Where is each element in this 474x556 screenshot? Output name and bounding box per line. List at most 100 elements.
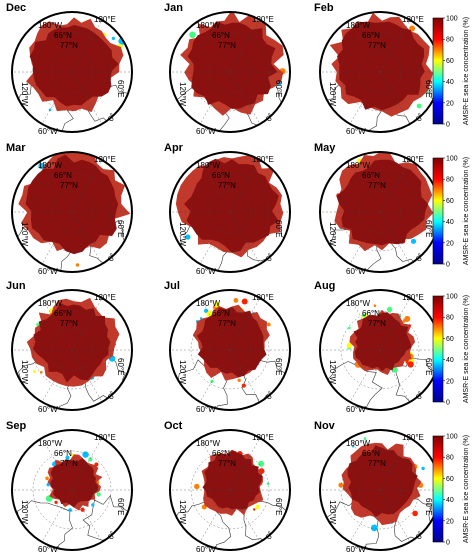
map-label: 120°W [178,360,187,385]
colorbar-tick-label: 0 [446,540,450,547]
map-label: 60°E [116,220,125,237]
map-label: 66°N [54,449,72,458]
panel-month-title: Mar [6,142,26,154]
marginal-ice [410,238,417,244]
meridian [379,211,411,265]
marginal-ice [407,361,414,368]
map-label: 77°N [368,181,386,190]
latitude-circle [340,32,420,112]
meridian [229,211,261,265]
marginal-ice [80,507,85,512]
marginal-ice [391,366,398,373]
meridian [379,159,411,213]
map-label: 120°E [252,15,274,24]
map-label: 120°E [402,293,424,302]
map-boundary [11,11,133,133]
latitude-circle [190,310,270,390]
map-label: 77°N [60,41,78,50]
map-panel-oct: 180°W 120°E 60°E 120°W 60°W 0° 66°N 77°N Oct [158,418,298,556]
pack-ice [196,306,267,378]
map-label: 120°E [94,15,116,24]
meridian [229,19,261,73]
pack-ice [29,25,119,107]
pack-ice [202,450,263,510]
map-boundary [169,429,291,551]
map-label: 60°W [38,545,58,554]
meridian [71,211,103,265]
map-label: 77°N [218,319,236,328]
meridian [229,159,261,213]
marginal-ice [45,476,49,481]
colorbar-tick-label: 0 [446,262,450,269]
marginal-ice [88,457,93,462]
map-label: 180°W [196,161,221,170]
meridian [41,19,73,73]
marginal-ice [111,36,115,41]
colorbar-tick-label: 20 [446,378,454,385]
colorbar-tick-label: 0 [446,400,450,407]
panel-month-title: Jan [164,2,183,14]
colorbar-tick-label: 60 [446,336,454,343]
map-label: 0° [414,252,426,263]
map-panel-aug: 180°W 120°E 60°E 120°W 60°W 0° 66°N 77°N Aug [308,278,448,416]
map-label: 0° [264,530,276,541]
map-label: 77°N [218,41,236,50]
map-label: 180°W [38,299,63,308]
map-label: 60°E [274,80,283,97]
map-panel-mar: 180°W 120°E 60°E 120°W 60°W 0° 66°N 77°N Mar [0,140,140,278]
map-panel-jun: 180°W 120°E 60°E 120°W 60°W 0° 66°N 77°N Jun [0,278,140,416]
map-label: 66°N [212,31,230,40]
map-label: 66°N [212,171,230,180]
latitude-circle [32,32,112,112]
colorbar-tick-label: 20 [446,240,454,247]
map-panel-feb: 180°W 120°E 60°E 120°W 60°W 0° 66°N 77°N Feb [308,0,448,138]
colorbar-tick-label: 100 [446,434,458,441]
colorbar-tick-label: 40 [446,219,454,226]
colorbar-label: AMSR-E sea ice concentration (%) [463,157,470,265]
pack-ice [353,312,412,372]
map-label: 60°E [274,498,283,515]
marginal-ice [75,263,80,267]
map-panel-sep: 180°W 120°E 60°E 120°W 60°W 0° 66°N 77°N Sep [0,418,140,556]
colorbar-tick-label: 80 [446,315,454,322]
latitude-circle [32,172,112,252]
latitude-circle [340,172,420,252]
panel-month-title: Apr [164,142,183,154]
map-label: 77°N [60,319,78,328]
colorbar-tick-label: 20 [446,100,454,107]
colorbar-tick-label: 40 [446,79,454,86]
colorbar-gradient [432,295,444,403]
meridian [379,19,411,73]
panel-month-title: Jun [6,280,26,292]
map-label: 180°W [196,21,221,30]
map-label: 60°E [274,358,283,375]
colorbar-tick-label: 40 [446,357,454,364]
pack-ice [50,458,99,508]
colorbar-label: AMSR-E sea ice concentration (%) [463,295,470,403]
colorbar-tick-label: 80 [446,37,454,44]
marginal-ice [189,31,196,39]
map-label: 120°W [20,360,29,385]
map-label: 66°N [362,309,380,318]
colorbar-tick-label: 80 [446,177,454,184]
colorbar: 0 20 40 60 80 100 AMSR-E sea ice concentration… [425,152,474,272]
marginal-ice [373,304,377,307]
marginal-ice [82,451,89,458]
map-panel-jan: 180°W 120°E 60°E 120°W 60°W 0° 66°N 77°N Jan [158,0,298,138]
pack-ice [347,445,418,517]
polar-map: 180°W 120°E 60°E 120°W 60°W 0° 66°N77°N [169,11,291,136]
map-label: 180°W [196,299,221,308]
polar-map: 180°W 120°E 60°E 120°W 60°W 0° 66°N77°N [319,429,441,554]
map-panel-apr: 180°W 120°E 60°E 120°W 60°W 0° 66°N 77°N Apr [158,140,298,278]
marginal-ice [258,460,265,467]
colorbar-gradient [432,435,444,543]
marginal-ice [370,524,378,532]
map-label: 66°N [212,449,230,458]
map-label: 120°E [402,155,424,164]
marginal-ice [266,322,271,327]
marginal-ice [206,310,213,317]
pack-ice [337,21,425,111]
latitude-circle [340,450,420,530]
colorbar-tick-label: 80 [446,455,454,462]
map-label: 0° [106,530,118,541]
